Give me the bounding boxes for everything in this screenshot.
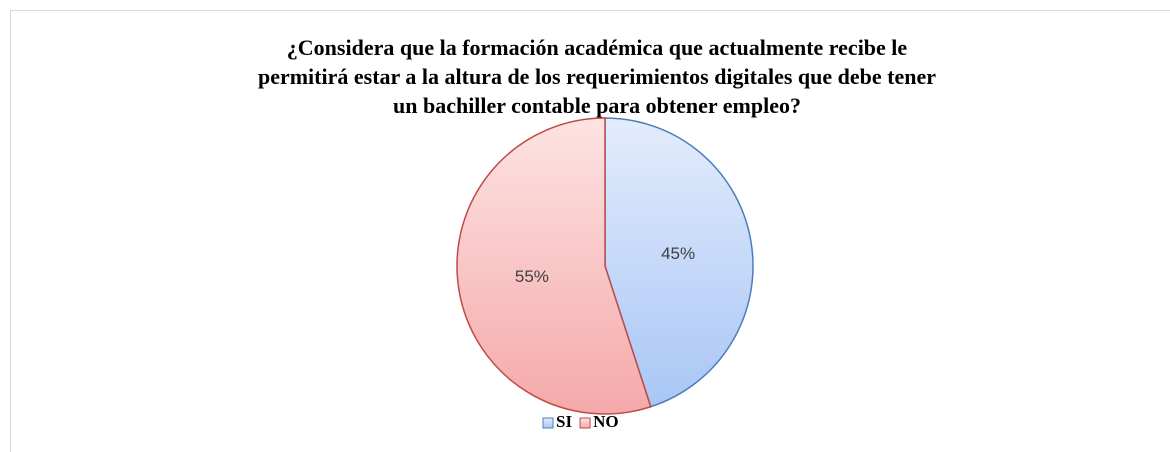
- pie-slice: [456, 117, 652, 415]
- chart-title: permitirá estar a la altura de los reque…: [258, 64, 936, 89]
- legend-label: SI: [556, 412, 572, 431]
- legend-label: NO: [593, 412, 619, 431]
- pie-slice: [604, 117, 754, 408]
- legend-swatch: [542, 417, 554, 429]
- value-label: 55%: [515, 267, 549, 286]
- legend-swatch: [579, 417, 591, 429]
- chart-title: un bachiller contable para obtener emple…: [393, 93, 801, 118]
- chart-title: ¿Considera que la formación académica qu…: [287, 35, 908, 60]
- value-label: 45%: [661, 244, 695, 263]
